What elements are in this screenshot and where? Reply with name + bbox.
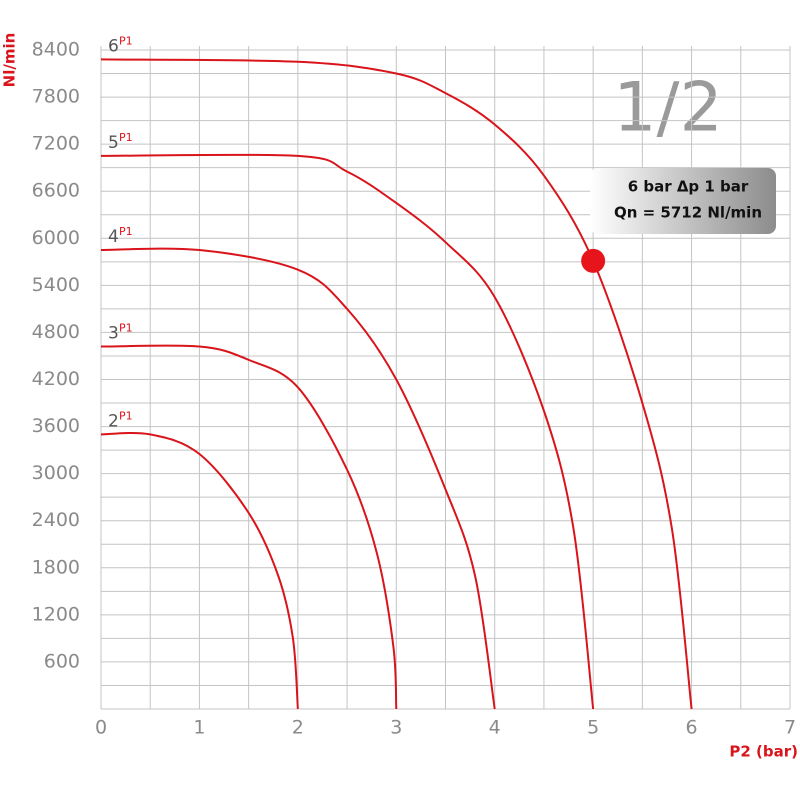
y-tick-label: 2400 bbox=[32, 509, 80, 531]
y-tick-label: 6000 bbox=[32, 227, 80, 249]
big-label: 1/2 bbox=[613, 69, 722, 148]
y-tick-label: 7800 bbox=[32, 86, 80, 108]
annotation-box bbox=[590, 168, 776, 234]
series-label-suffix: P1 bbox=[119, 131, 133, 144]
flow-curve bbox=[100, 247, 496, 710]
series-label: 2 bbox=[108, 411, 119, 431]
y-tick-label: 3000 bbox=[32, 462, 80, 484]
series-label: 6 bbox=[108, 36, 119, 56]
y-tick-label: 3600 bbox=[32, 415, 80, 437]
y-tick-label: 8400 bbox=[32, 39, 80, 61]
y-tick-label: 7200 bbox=[32, 133, 80, 155]
y-tick-label: 1800 bbox=[32, 556, 80, 578]
series-label-suffix: P1 bbox=[119, 225, 133, 238]
x-tick-label: 0 bbox=[95, 717, 107, 739]
series-label: 4 bbox=[108, 227, 119, 247]
y-tick-label: 1200 bbox=[32, 603, 80, 625]
y-axis-label: Nl/min bbox=[1, 33, 19, 88]
annotation-text: Qn = 5712 Nl/min bbox=[614, 204, 762, 222]
flow-curve bbox=[100, 431, 299, 710]
y-tick-label: 4200 bbox=[32, 368, 80, 390]
y-tick-label: 6600 bbox=[32, 180, 80, 202]
x-tick-label: 3 bbox=[390, 717, 402, 739]
x-tick-label: 4 bbox=[489, 717, 501, 739]
flow-curve bbox=[100, 153, 595, 710]
x-tick-label: 2 bbox=[292, 717, 304, 739]
x-axis-label: P2 (bar) bbox=[729, 743, 798, 761]
y-tick-label: 5400 bbox=[32, 274, 80, 296]
flow-curve bbox=[100, 58, 693, 710]
y-tick-label: 600 bbox=[44, 650, 80, 672]
flow-curve bbox=[100, 344, 398, 710]
series-label: 3 bbox=[108, 324, 119, 344]
x-tick-label: 1 bbox=[193, 717, 205, 739]
series-label-suffix: P1 bbox=[119, 34, 133, 47]
y-tick-label: 4800 bbox=[32, 321, 80, 343]
x-tick-label: 6 bbox=[686, 717, 698, 739]
annotation-text: 6 bar Δp 1 bar bbox=[628, 178, 749, 196]
x-tick-label: 5 bbox=[587, 717, 599, 739]
x-tick-label: 7 bbox=[784, 717, 796, 739]
series-label-suffix: P1 bbox=[119, 322, 133, 335]
highlight-point bbox=[581, 248, 606, 273]
series-label: 5 bbox=[108, 133, 119, 153]
series-label-suffix: P1 bbox=[119, 409, 133, 422]
